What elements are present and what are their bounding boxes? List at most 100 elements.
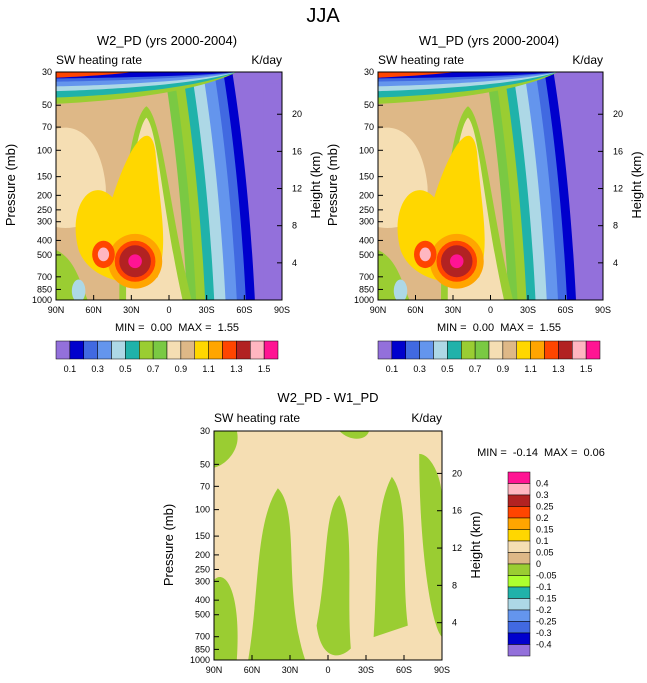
colorbar-label: 0 (536, 559, 541, 569)
y2-tick-label: 8 (292, 221, 297, 231)
colorbar-label: 0.2 (536, 513, 549, 523)
y2-tick-label: 20 (292, 109, 302, 119)
colorbar-swatch (507, 644, 531, 657)
y2-tick-label: 16 (292, 146, 302, 156)
colorbar-label: 0.3 (536, 490, 549, 500)
colorbar-swatch (263, 340, 279, 360)
y-tick-label: 70 (200, 481, 210, 491)
y-tick-label: 1000 (190, 655, 210, 665)
y-tick-label: 850 (37, 284, 52, 294)
y-tick-label: 200 (37, 190, 52, 200)
colorbar-swatch (236, 340, 251, 360)
y2-tick-label: 20 (452, 468, 462, 478)
colorbar-label: -0.1 (536, 582, 552, 592)
colorbar-swatch (507, 621, 531, 634)
x-tick-label: 60S (396, 665, 412, 675)
contour-level (128, 254, 142, 269)
x-tick-label: 60N (85, 305, 102, 315)
colorbar-label: 0.9 (175, 364, 188, 374)
colorbar-swatch (530, 340, 545, 360)
y-tick-label: 700 (37, 272, 52, 282)
contour-level (373, 476, 408, 638)
colorbar-label: 1.3 (552, 364, 565, 374)
colorbar-swatch (507, 552, 531, 565)
y-tick-label: 70 (364, 122, 374, 132)
x-tick-label: 30S (520, 305, 536, 315)
panel-w1-pd: W1_PD (yrs 2000-2004) SW heating rate K/… (325, 33, 644, 374)
colorbar-label: 0.9 (497, 364, 510, 374)
colorbar-swatch (405, 340, 420, 360)
colorbar-label: 0.5 (119, 364, 132, 374)
contour-level (214, 577, 238, 660)
y-tick-label: 30 (364, 67, 374, 77)
contour-level (248, 488, 306, 660)
x-tick-label: 0 (325, 665, 330, 675)
y-tick-label: 30 (42, 67, 52, 77)
colorbar-swatch (474, 340, 490, 360)
y2-tick-label: 12 (452, 543, 462, 553)
colorbar-swatch (250, 340, 265, 360)
y-axis-label: Pressure (mb) (325, 144, 340, 226)
colorbar-label: -0.25 (536, 617, 557, 627)
colorbar-swatch (507, 494, 531, 507)
colorbar-swatch (558, 340, 573, 360)
y2-axis-label: Height (km) (468, 511, 483, 578)
y2-axis-label: Height (km) (308, 151, 323, 218)
colorbar-swatch (507, 471, 531, 484)
colorbar-swatch (507, 517, 531, 530)
colorbar-swatch (507, 632, 531, 645)
y-tick-label: 50 (200, 459, 210, 469)
y2-tick-label: 16 (613, 146, 623, 156)
y2-tick-label: 4 (452, 618, 457, 628)
colorbar-swatch (507, 483, 531, 496)
colorbar-swatch (391, 340, 406, 360)
units-label: K/day (572, 53, 603, 67)
y2-tick-label: 12 (613, 184, 623, 194)
colorbar-label: 0.1 (64, 364, 77, 374)
y-tick-label: 700 (359, 272, 374, 282)
contour-level (214, 431, 238, 468)
colorbar-label: 0.4 (536, 479, 549, 489)
panel-title: W1_PD (yrs 2000-2004) (419, 33, 559, 48)
x-tick-label: 90N (206, 665, 223, 675)
y-tick-label: 300 (195, 576, 210, 586)
colorbar-label: 0.25 (536, 502, 554, 512)
y-tick-label: 100 (359, 145, 374, 155)
y-tick-label: 150 (195, 531, 210, 541)
colorbar-swatch (507, 586, 531, 599)
colorbar-swatch (222, 340, 237, 360)
colorbar-label: 0.5 (441, 364, 454, 374)
x-tick-label: 90S (434, 665, 450, 675)
colorbar-label: 1.1 (202, 364, 215, 374)
y2-tick-label: 8 (452, 580, 457, 590)
y-tick-label: 300 (359, 217, 374, 227)
y-tick-label: 200 (195, 550, 210, 560)
colorbar-swatch (572, 340, 587, 360)
contour-level (585, 83, 603, 300)
y2-tick-label: 8 (613, 221, 618, 231)
contour-level (316, 495, 351, 656)
y-tick-label: 100 (195, 505, 210, 515)
colorbar-label: -0.05 (536, 571, 557, 581)
colorbar-swatch (166, 340, 182, 360)
y-tick-label: 150 (37, 172, 52, 182)
contour-level (419, 453, 442, 638)
x-tick-label: 90N (48, 305, 65, 315)
x-tick-label: 90S (595, 305, 611, 315)
colorbar-label: 1.5 (258, 364, 271, 374)
x-tick-label: 30S (358, 665, 374, 675)
units-label: K/day (251, 53, 282, 67)
contour-level (263, 83, 282, 300)
colorbar-label: 0.7 (147, 364, 160, 374)
x-tick-label: 60S (557, 305, 573, 315)
panel-title: W2_PD (yrs 2000-2004) (97, 33, 237, 48)
colorbar-label: -0.2 (536, 605, 552, 615)
contour-plot: 90N 60N 30N 0 30S 60S 90S 30 50 70 100 150 200 250 300… (354, 67, 623, 315)
min-max-stats: MIN = 0.00 MAX = 1.55 (437, 322, 561, 334)
contour-fill (56, 72, 282, 300)
colorbar-swatch (377, 340, 393, 360)
colorbar-label: -0.15 (536, 594, 557, 604)
x-tick-label: 0 (488, 305, 493, 315)
colorbar-swatch (69, 340, 84, 360)
